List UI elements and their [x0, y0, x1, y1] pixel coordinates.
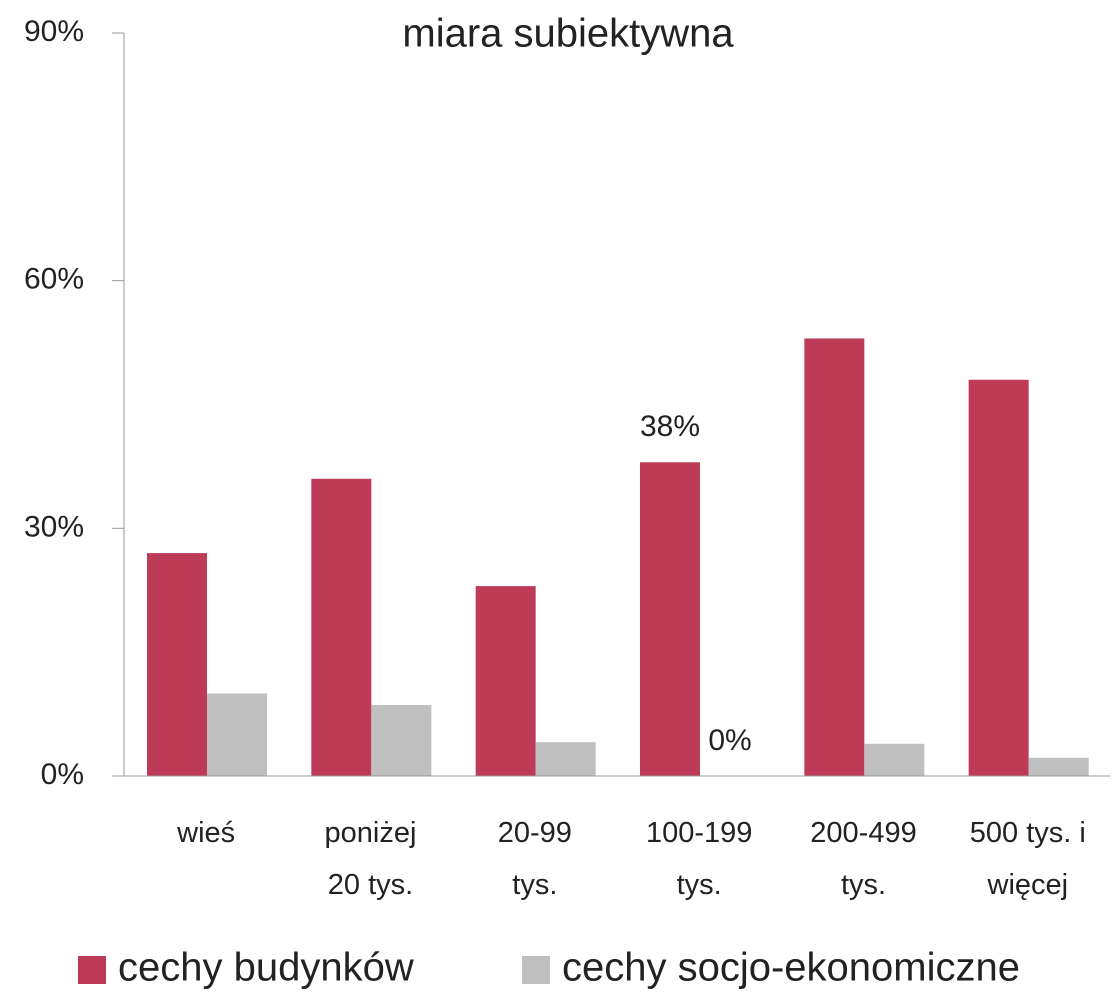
legend-label: cechy budynków [118, 946, 414, 990]
bar [371, 705, 432, 776]
x-tick-label: poniżej 20 tys. [324, 817, 417, 901]
bar [147, 553, 207, 776]
bar [1028, 757, 1089, 776]
y-tick-label: 90% [24, 15, 84, 48]
legend-label: cechy socjo-ekonomiczne [562, 946, 1020, 990]
bar [475, 586, 536, 776]
bar [864, 743, 925, 776]
legend-swatch [78, 956, 106, 984]
legend-swatch [522, 956, 550, 984]
bar [640, 462, 700, 776]
data-label: 38% [640, 410, 700, 443]
x-tick-label: wieś [177, 817, 236, 849]
y-tick-label: 30% [24, 510, 84, 543]
bar [207, 693, 267, 776]
x-tick-label: 100-199 tys. [645, 817, 753, 901]
x-tick-label: 200-499 tys. [810, 817, 917, 901]
bar [968, 379, 1029, 776]
bar [311, 478, 372, 776]
y-tick-label: 0% [41, 758, 84, 791]
x-tick-label: 20-99 tys. [497, 817, 572, 901]
chart-title: miara subiektywna [402, 12, 734, 56]
y-tick-label: 60% [24, 263, 84, 296]
data-label: 0% [708, 724, 751, 757]
x-tick-label: 500 tys. i więcej [969, 817, 1086, 901]
bar [804, 338, 865, 776]
bar [535, 742, 596, 776]
